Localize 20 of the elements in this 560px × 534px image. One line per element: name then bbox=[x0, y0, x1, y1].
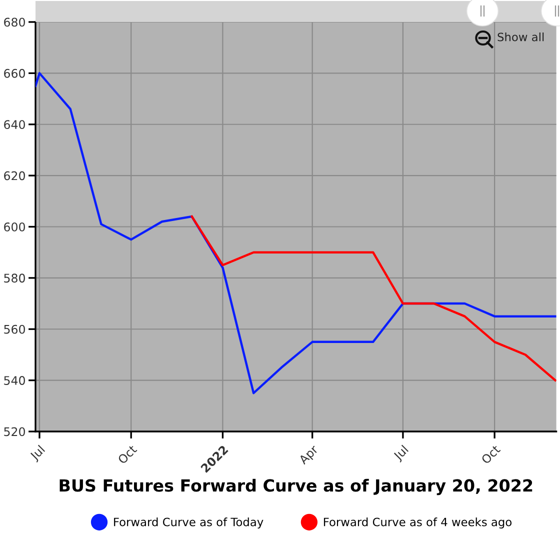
y-tick-label: 620 bbox=[4, 171, 25, 180]
y-tick-label: 540 bbox=[4, 376, 25, 385]
x-tick-label: Oct bbox=[117, 444, 138, 464]
line-series bbox=[190, 215, 556, 382]
annotation: Show all bbox=[498, 32, 544, 42]
y-tick-label: 520 bbox=[4, 427, 25, 436]
y-tick-label: 660 bbox=[4, 68, 25, 78]
legend-label: Forward Curve as of 4 weeks ago bbox=[324, 517, 512, 529]
x-tick-label: Apr bbox=[298, 444, 320, 466]
x-tick-label: Jul bbox=[392, 444, 410, 463]
legend-label: Forward Curve as of Today bbox=[114, 517, 264, 529]
x-tick-label: Oct bbox=[480, 444, 501, 464]
text: BUS Futures Forward Curve as of January 20, 2022 bbox=[60, 478, 532, 496]
y-tick-label: 680 bbox=[4, 18, 25, 27]
x-tick-label: Jul bbox=[28, 444, 47, 463]
y-tick-label: 580 bbox=[4, 274, 25, 283]
y-tick-label: 640 bbox=[4, 120, 25, 130]
line-series bbox=[36, 72, 556, 394]
y-tick-label: 560 bbox=[4, 324, 25, 334]
y-tick-label: 600 bbox=[4, 222, 25, 232]
